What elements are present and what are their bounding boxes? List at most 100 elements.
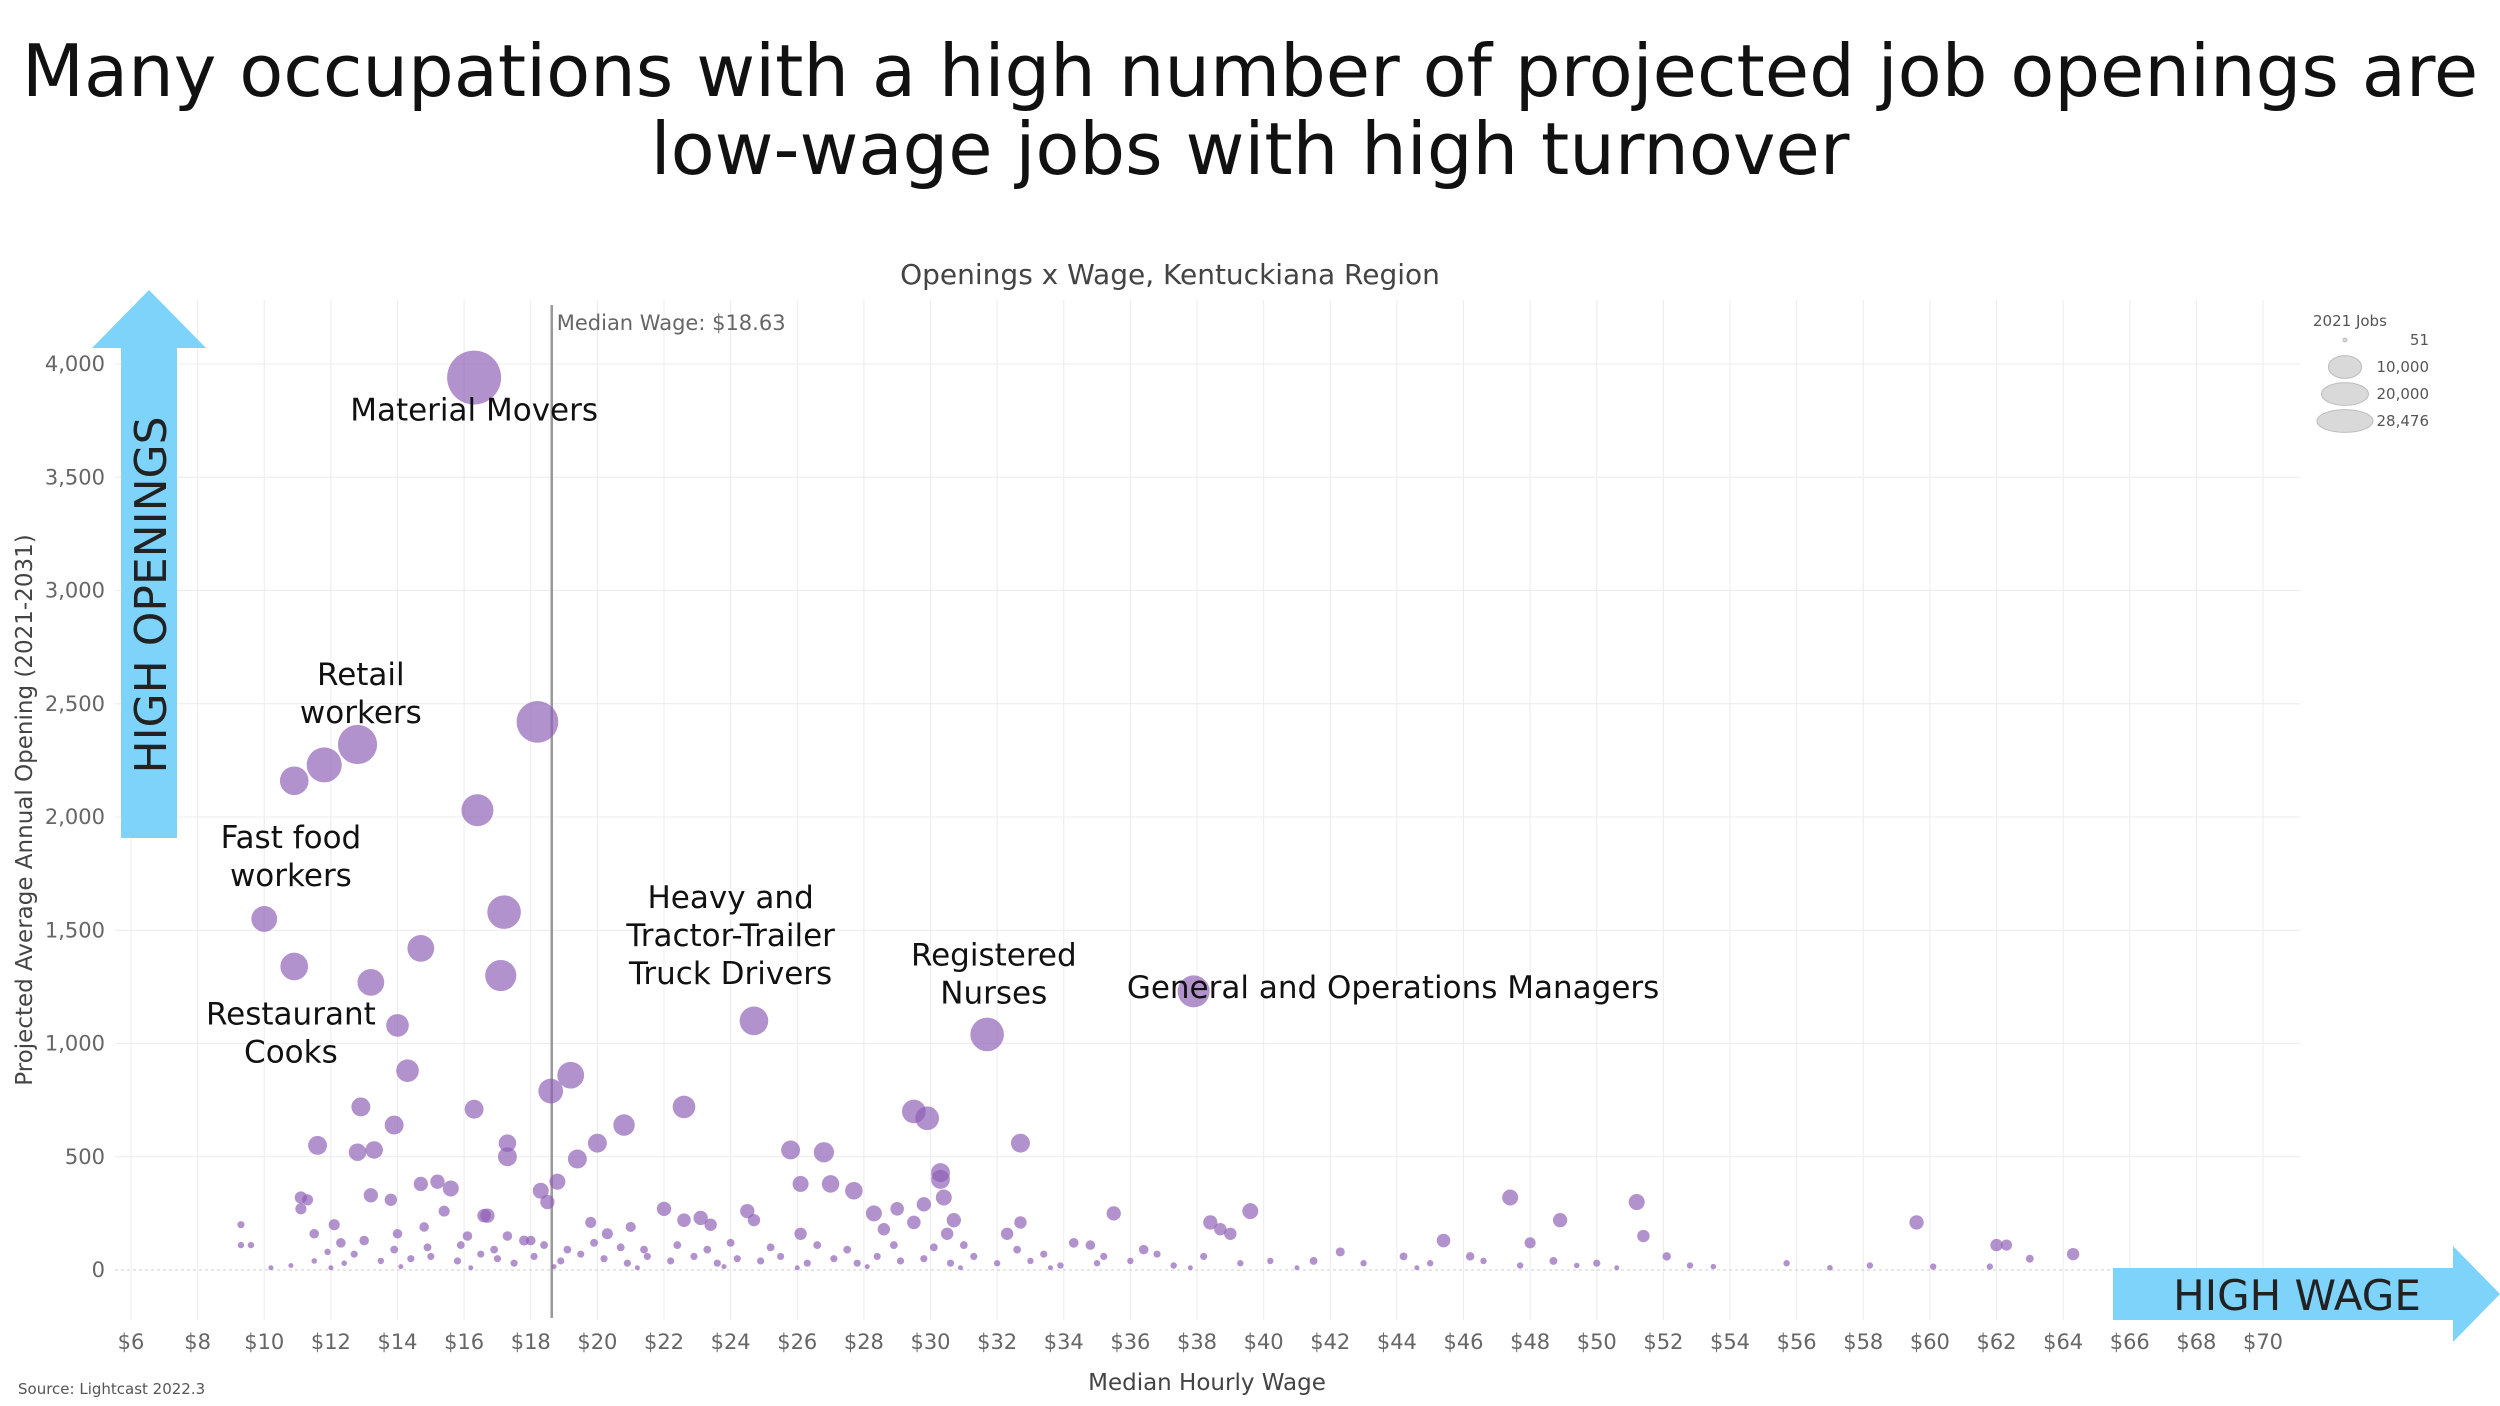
data-point	[516, 701, 559, 743]
data-point	[940, 1227, 954, 1240]
x-tick-label: $58	[1843, 1330, 1883, 1354]
data-point	[1309, 1257, 1318, 1265]
data-point	[1414, 1265, 1420, 1271]
data-point	[577, 1250, 585, 1258]
x-tick-label: $20	[577, 1330, 617, 1354]
y-tick-label: 3,500	[45, 465, 105, 489]
data-point	[1710, 1263, 1717, 1270]
data-point	[616, 1243, 625, 1252]
x-tick-label: $22	[644, 1330, 684, 1354]
y-tick-label: 2,000	[45, 805, 105, 829]
data-point	[667, 1257, 675, 1265]
data-point	[1106, 1206, 1121, 1221]
data-point	[430, 1174, 445, 1189]
data-point	[477, 1250, 485, 1258]
data-point	[1593, 1259, 1601, 1267]
data-point	[557, 1061, 585, 1089]
data-point	[813, 1142, 835, 1163]
data-point	[295, 1203, 307, 1215]
data-point	[1637, 1229, 1650, 1243]
data-point	[1516, 1262, 1524, 1269]
data-point	[2000, 1239, 2013, 1251]
data-point	[1502, 1189, 1519, 1206]
x-tick-label: $34	[1044, 1330, 1084, 1354]
x-tick-label: $56	[1777, 1330, 1817, 1354]
data-point	[237, 1241, 245, 1249]
x-tick-label: $68	[2176, 1330, 2216, 1354]
data-point	[1027, 1257, 1034, 1265]
data-point	[551, 1264, 557, 1270]
data-points	[237, 350, 2080, 1271]
data-point	[1783, 1260, 1790, 1267]
median-wage-marker: Median Wage: $18.63	[550, 305, 786, 1318]
data-point	[438, 1205, 450, 1217]
data-point	[672, 1095, 696, 1119]
data-point	[423, 1243, 432, 1252]
data-point	[498, 1134, 517, 1152]
data-point	[1426, 1260, 1434, 1267]
data-point	[713, 1259, 721, 1267]
data-point	[530, 1252, 538, 1260]
data-point	[462, 1231, 473, 1241]
data-point	[309, 1228, 320, 1239]
data-point	[1399, 1252, 1408, 1261]
data-point	[1237, 1260, 1244, 1267]
data-point	[959, 1241, 968, 1250]
x-arrow-label: HIGH WAGE	[2173, 1271, 2421, 1320]
median-wage-label: Median Wage: $18.63	[557, 311, 786, 335]
data-point	[585, 1216, 597, 1228]
data-point	[540, 1194, 555, 1210]
data-point	[351, 1097, 371, 1117]
x-tick-label: $16	[444, 1330, 484, 1354]
data-point	[853, 1259, 861, 1267]
x-tick-label: $54	[1710, 1330, 1750, 1354]
data-point	[1827, 1264, 1833, 1271]
y-tick-label: 4,000	[45, 352, 105, 376]
y-axis-label: Projected Average Annual Opening (2021-2…	[12, 534, 38, 1085]
y-tick-label: 2,500	[45, 692, 105, 716]
data-point	[873, 1252, 881, 1260]
data-point	[1093, 1260, 1101, 1267]
x-tick-label: $38	[1177, 1330, 1217, 1354]
chart-title: Openings x Wage, Kentuckiana Region	[900, 258, 1440, 291]
data-point	[447, 350, 502, 405]
data-point	[407, 1255, 415, 1263]
data-point	[690, 1252, 698, 1260]
data-point	[456, 1241, 465, 1250]
source-note: Source: Lightcast 2022.3	[18, 1380, 206, 1398]
up-arrow-icon	[92, 290, 206, 838]
data-point	[396, 1059, 419, 1082]
data-point	[794, 1265, 800, 1271]
data-point	[877, 1223, 891, 1236]
data-point	[970, 1252, 978, 1260]
data-point	[1465, 1252, 1475, 1261]
data-point	[510, 1259, 518, 1267]
data-point	[1010, 1133, 1030, 1153]
data-point	[1242, 1203, 1259, 1220]
annotation-label: Retail	[317, 657, 405, 693]
data-point	[781, 1140, 801, 1160]
x-tick-label: $8	[184, 1330, 211, 1354]
data-point	[336, 1238, 346, 1248]
data-point	[1866, 1262, 1874, 1269]
data-point	[384, 1115, 404, 1135]
data-point	[1294, 1265, 1300, 1271]
data-point	[1170, 1262, 1177, 1269]
data-point	[251, 906, 278, 932]
data-point	[721, 1264, 727, 1270]
data-point	[365, 1141, 383, 1159]
data-point	[634, 1265, 640, 1271]
annotation-label: Fast food	[221, 820, 362, 856]
data-point	[311, 1258, 317, 1264]
data-point	[1614, 1265, 1620, 1271]
grid	[115, 300, 2300, 1320]
data-point	[821, 1175, 840, 1193]
data-point	[398, 1264, 404, 1270]
data-point	[1127, 1257, 1134, 1265]
data-point	[740, 1203, 755, 1219]
y-arrow-label: HIGH OPENINGS	[126, 416, 177, 773]
x-tick-label: $48	[1510, 1330, 1550, 1354]
data-point	[384, 1193, 398, 1206]
data-point	[247, 1241, 255, 1249]
